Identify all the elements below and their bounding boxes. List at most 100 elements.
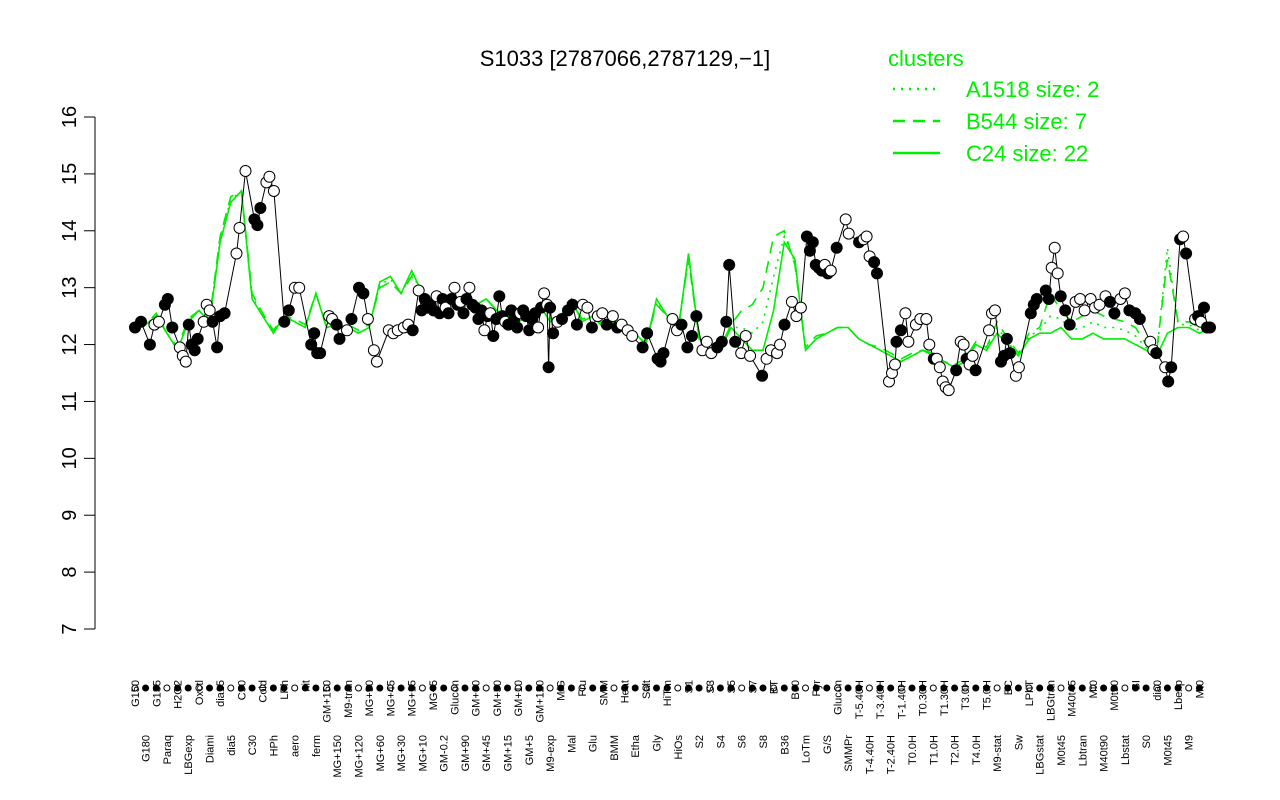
y-tick-label: 16: [59, 106, 81, 128]
data-point: [1177, 230, 1190, 243]
data-point: [442, 307, 455, 320]
x-tick-marker: [1089, 684, 1097, 692]
x-tick-label: Gly: [652, 735, 664, 752]
x-tick-label: dia15: [215, 680, 227, 707]
data-point: [1048, 241, 1061, 254]
data-point: [254, 202, 267, 214]
data-point: [542, 361, 555, 374]
x-tick-marker: [589, 684, 597, 692]
x-tick-marker: [163, 684, 171, 692]
x-tick-marker: [536, 684, 543, 692]
x-tick-marker: [919, 684, 927, 692]
x-tick-label: S8: [758, 735, 770, 748]
data-point: [1165, 361, 1178, 374]
data-point: [626, 330, 639, 342]
x-tick-marker: [1025, 684, 1033, 692]
data-point: [744, 349, 757, 362]
x-tick-marker: [599, 684, 607, 692]
x-tick-label: LoTm: [801, 735, 813, 763]
x-tick-label: MG+15: [407, 680, 419, 716]
data-point: [920, 313, 933, 325]
x-tick-marker: [525, 684, 533, 692]
data-point: [556, 313, 568, 325]
x-tick-marker: [259, 684, 267, 692]
x-tick-label: MG+150: [332, 735, 344, 778]
y-tick-label: 7: [59, 623, 81, 634]
x-tick-label: M9-tran: [343, 680, 355, 718]
data-point: [778, 318, 791, 331]
data-point: [191, 332, 204, 345]
data-point: [293, 281, 306, 294]
x-tick-label: T-4.40H: [864, 735, 876, 774]
x-tick-label: MG+45: [385, 680, 397, 716]
data-point: [478, 324, 491, 337]
x-tick-label: Lbexp: [1173, 680, 1185, 710]
x-tick-marker: [567, 684, 575, 692]
x-tick-marker: [876, 684, 884, 692]
x-tick-marker: [472, 684, 480, 692]
x-tick-marker: [844, 684, 852, 692]
data-point: [871, 267, 883, 280]
x-tick-marker: [887, 684, 895, 692]
x-tick-marker: [1153, 684, 1161, 692]
data-point: [251, 219, 264, 232]
data-point: [412, 284, 425, 297]
data-point: [824, 264, 837, 277]
x-tick-label: dia0: [1152, 680, 1164, 701]
x-tick-marker: [929, 684, 937, 692]
x-tick-label: BI: [1130, 680, 1142, 690]
data-point: [333, 332, 346, 345]
data-point: [690, 310, 703, 323]
x-tick-marker: [653, 684, 660, 692]
x-tick-marker: [727, 684, 735, 692]
x-tick-marker: [770, 684, 778, 692]
data-point: [657, 347, 670, 360]
data-point: [143, 338, 156, 351]
x-tick-marker: [716, 684, 724, 692]
x-tick-marker: [557, 684, 565, 692]
data-point: [842, 227, 855, 240]
x-tick-marker: [610, 684, 618, 692]
x-tick-marker: [1195, 684, 1203, 692]
x-tick-label: MG+30: [396, 735, 408, 771]
data-point: [1108, 307, 1121, 320]
data-point: [406, 324, 419, 337]
x-tick-label: Oxctl: [194, 680, 206, 705]
data-point: [756, 369, 769, 382]
data-point: [839, 213, 852, 226]
data-point: [894, 324, 907, 337]
data-point: [448, 281, 461, 294]
data-point: [1078, 304, 1091, 317]
x-tick-marker: [493, 684, 501, 692]
data-point: [233, 221, 246, 234]
x-tick-marker: [695, 684, 703, 692]
data-point: [314, 347, 327, 360]
x-tick-label: MG+120: [354, 735, 366, 778]
data-point: [1204, 321, 1216, 334]
x-tick-label: GM+60: [471, 680, 483, 716]
x-tick-label: LBGtran: [1045, 680, 1057, 721]
data-point: [1150, 347, 1163, 360]
x-tick-label: S5: [726, 680, 738, 693]
x-tick-marker: [1036, 684, 1044, 692]
data-point: [1198, 301, 1210, 314]
x-tick-marker: [1068, 684, 1076, 692]
data-point: [1054, 290, 1067, 303]
x-tick-marker: [504, 684, 511, 692]
x-tick-label: HPh: [268, 735, 280, 756]
data-point: [774, 338, 786, 351]
x-tick-marker: [855, 684, 863, 692]
x-tick-label: T-1.40H: [896, 680, 908, 719]
data-point: [239, 165, 252, 177]
chart-title: S1033 [2787066,2787129,−1]: [480, 46, 771, 71]
x-tick-label: LPhT: [1024, 680, 1036, 707]
x-tick-marker: [1014, 684, 1022, 692]
x-tick-marker: [1163, 684, 1171, 692]
data-point: [729, 335, 742, 348]
x-tick-label: T-5.40H: [854, 680, 866, 719]
x-tick-marker: [408, 684, 416, 692]
x-tick-label: Cold: [258, 680, 270, 703]
data-point: [806, 236, 819, 249]
x-tick-marker: [237, 684, 245, 692]
x-tick-marker: [216, 684, 224, 692]
